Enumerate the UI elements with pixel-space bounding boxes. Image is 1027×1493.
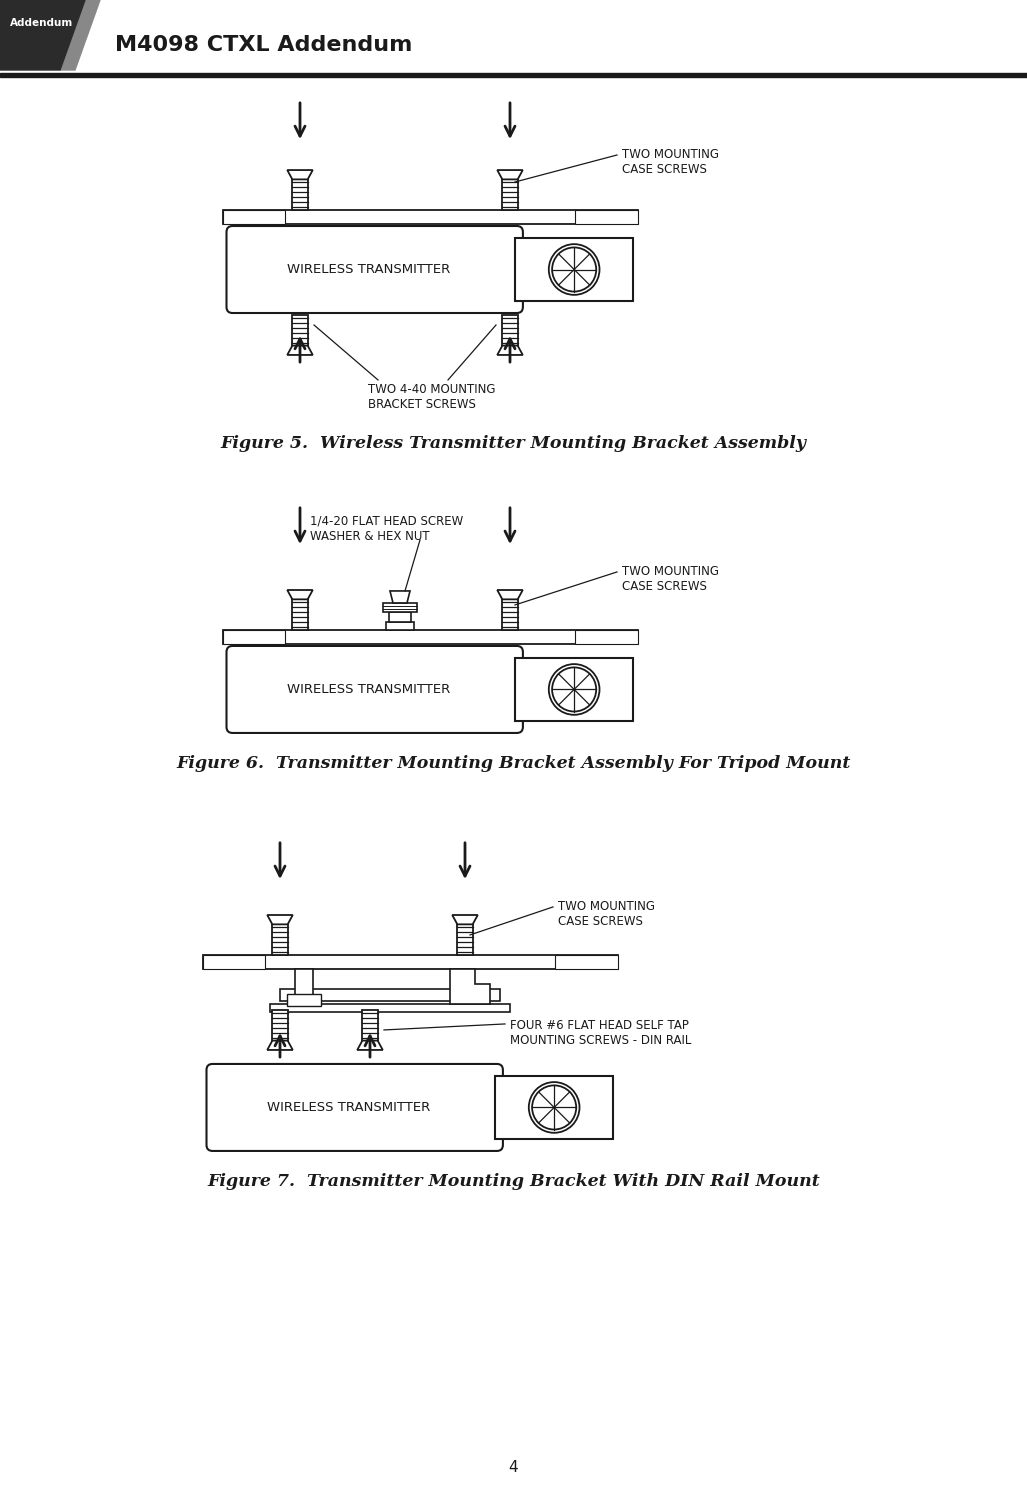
Circle shape xyxy=(553,248,597,291)
Bar xyxy=(272,1009,288,1041)
Bar xyxy=(293,179,308,211)
Bar xyxy=(0,73,1027,78)
Polygon shape xyxy=(357,1041,383,1050)
Bar xyxy=(202,956,265,969)
Polygon shape xyxy=(452,915,478,924)
Bar xyxy=(457,924,472,956)
Polygon shape xyxy=(60,0,100,70)
Bar xyxy=(575,211,638,224)
Text: Figure 7.  Transmitter Mounting Bracket With DIN Rail Mount: Figure 7. Transmitter Mounting Bracket W… xyxy=(207,1173,820,1190)
Polygon shape xyxy=(497,345,523,355)
Bar xyxy=(502,315,518,345)
FancyBboxPatch shape xyxy=(227,225,523,314)
Bar xyxy=(272,924,288,956)
Text: FOUR #6 FLAT HEAD SELF TAP
MOUNTING SCREWS - DIN RAIL: FOUR #6 FLAT HEAD SELF TAP MOUNTING SCRE… xyxy=(510,1018,691,1047)
Bar xyxy=(502,599,518,630)
Bar xyxy=(556,956,617,969)
Bar xyxy=(575,630,638,643)
Bar xyxy=(223,211,284,224)
Circle shape xyxy=(532,1085,576,1130)
Bar xyxy=(495,1076,613,1139)
Text: M4098 CTXL Addendum: M4098 CTXL Addendum xyxy=(115,34,413,55)
Polygon shape xyxy=(267,915,293,924)
Text: WIRELESS TRANSMITTER: WIRELESS TRANSMITTER xyxy=(267,1100,430,1114)
Text: Addendum: Addendum xyxy=(10,18,73,28)
Text: Figure 5.  Wireless Transmitter Mounting Bracket Assembly: Figure 5. Wireless Transmitter Mounting … xyxy=(221,434,806,452)
Polygon shape xyxy=(267,1041,293,1050)
Bar xyxy=(287,994,321,1006)
Bar xyxy=(293,315,308,345)
Bar xyxy=(270,1003,510,1012)
Bar xyxy=(223,630,638,643)
Polygon shape xyxy=(288,590,313,599)
Circle shape xyxy=(529,1082,579,1133)
Text: 1/4-20 FLAT HEAD SCREW
WASHER & HEX NUT: 1/4-20 FLAT HEAD SCREW WASHER & HEX NUT xyxy=(310,515,463,543)
Polygon shape xyxy=(497,170,523,179)
Text: TWO MOUNTING
CASE SCREWS: TWO MOUNTING CASE SCREWS xyxy=(622,564,719,593)
Bar xyxy=(515,658,634,721)
Text: 4: 4 xyxy=(508,1460,519,1475)
Text: WIRELESS TRANSMITTER: WIRELESS TRANSMITTER xyxy=(288,263,451,276)
Text: WIRELESS TRANSMITTER: WIRELESS TRANSMITTER xyxy=(288,682,451,696)
Bar xyxy=(295,969,313,1003)
Bar xyxy=(202,956,617,969)
Bar xyxy=(223,211,638,224)
Circle shape xyxy=(548,245,600,294)
Polygon shape xyxy=(450,969,490,1003)
Polygon shape xyxy=(0,0,85,70)
Text: Figure 6.  Transmitter Mounting Bracket Assembly For Tripod Mount: Figure 6. Transmitter Mounting Bracket A… xyxy=(177,755,850,772)
FancyBboxPatch shape xyxy=(227,646,523,733)
Bar xyxy=(515,237,634,302)
Polygon shape xyxy=(497,590,523,599)
Bar xyxy=(389,612,411,623)
Bar xyxy=(363,1009,378,1041)
Bar xyxy=(383,603,417,612)
Text: TWO 4-40 MOUNTING
BRACKET SCREWS: TWO 4-40 MOUNTING BRACKET SCREWS xyxy=(368,382,495,411)
Bar xyxy=(280,988,500,1000)
Text: TWO MOUNTING
CASE SCREWS: TWO MOUNTING CASE SCREWS xyxy=(622,148,719,176)
Bar xyxy=(223,630,284,643)
FancyBboxPatch shape xyxy=(206,1065,503,1151)
Polygon shape xyxy=(288,170,313,179)
Text: TWO MOUNTING
CASE SCREWS: TWO MOUNTING CASE SCREWS xyxy=(558,900,655,929)
Bar xyxy=(386,623,414,630)
Bar xyxy=(293,599,308,630)
Bar xyxy=(502,179,518,211)
Polygon shape xyxy=(288,345,313,355)
Polygon shape xyxy=(390,591,410,603)
Circle shape xyxy=(553,667,597,712)
Circle shape xyxy=(548,664,600,715)
